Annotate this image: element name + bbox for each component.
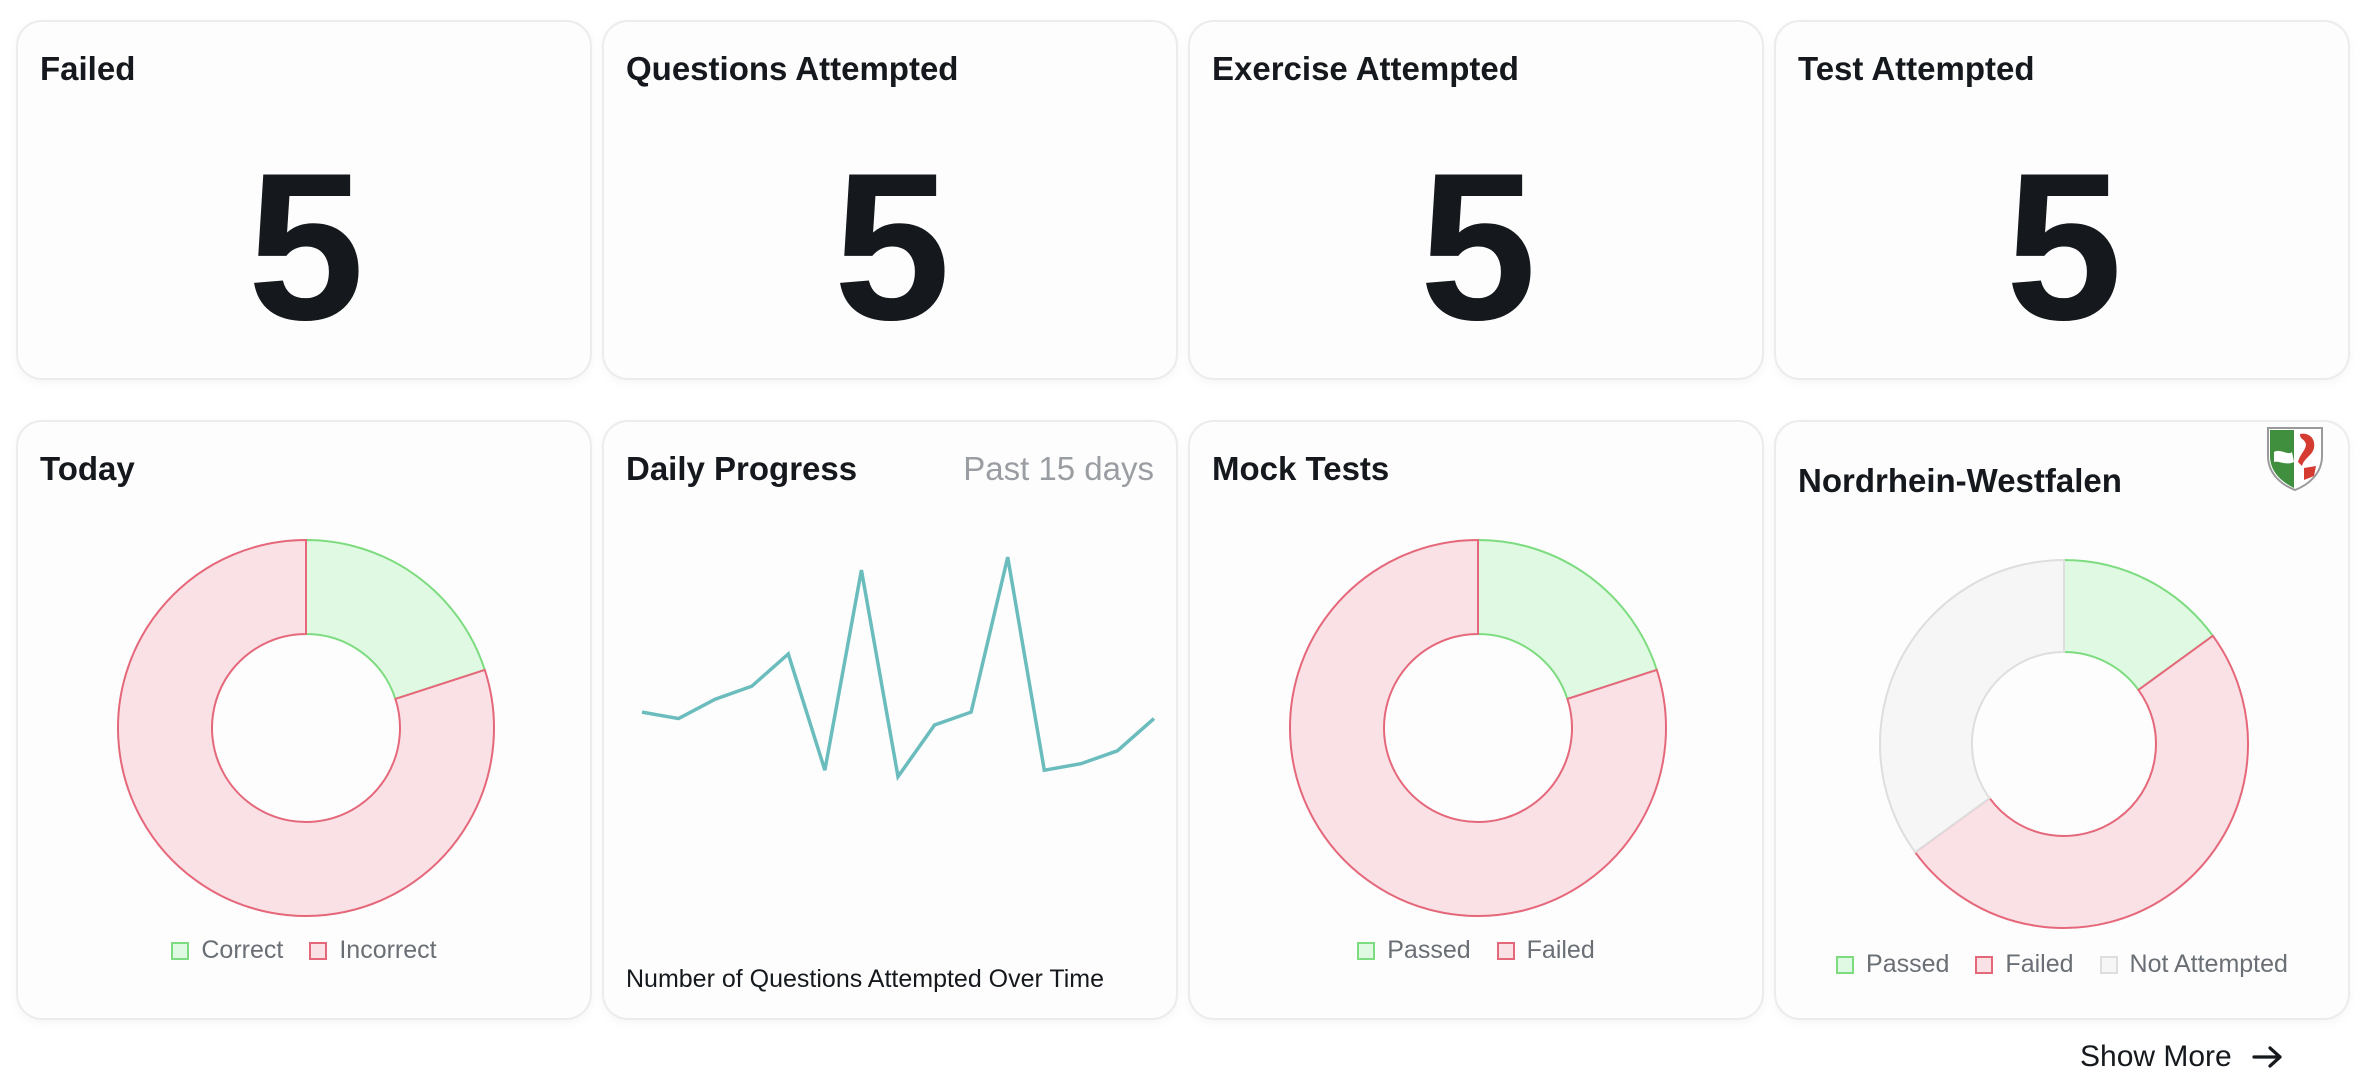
legend-swatch-passed (1357, 941, 1376, 960)
stat-card-questions-attempted: Questions Attempted 5 (602, 20, 1178, 380)
legend-item-incorrect[interactable]: Incorrect (309, 936, 437, 965)
stat-card-value: 5 (833, 129, 951, 364)
data-point-1[interactable] (636, 706, 648, 718)
donut-slice-failed[interactable] (1913, 634, 2249, 929)
legend-swatch-failed (1496, 941, 1515, 960)
legend-swatch-passed (1836, 955, 1855, 974)
legend-item-failed[interactable]: Failed (1975, 950, 2074, 979)
state-coat-of-arms-icon (2267, 427, 2323, 492)
donut-slice-not-attempted[interactable] (1879, 558, 2065, 854)
data-point-10[interactable] (965, 706, 977, 718)
today-donut-chart (117, 538, 495, 917)
legend-label: Failed (1526, 936, 1595, 964)
stat-card-value: 5 (2005, 129, 2123, 364)
data-point-7[interactable] (855, 564, 867, 576)
data-point-6[interactable] (819, 764, 831, 776)
show-more-label: Show More (2080, 1040, 2232, 1073)
data-point-11[interactable] (1002, 551, 1014, 563)
donut-slice-passed[interactable] (1477, 538, 1659, 701)
today-legend: Correct Incorrect (18, 936, 590, 965)
today-card: Today Correct Incorrect (16, 420, 592, 1020)
card-title: Today (40, 450, 135, 487)
donut-slice-passed[interactable] (2063, 558, 2215, 692)
donut-slice-failed[interactable] (1289, 538, 1667, 917)
card-title: Daily Progress (626, 450, 858, 487)
stat-card-title: Questions Attempted (626, 50, 959, 87)
show-more-link[interactable]: Show More (2080, 1040, 2284, 1074)
chart-caption: Number of Questions Attempted Over Time (626, 965, 1104, 993)
legend-item-passed[interactable]: Passed (1357, 936, 1471, 965)
stat-card-test-attempted: Test Attempted 5 (1774, 20, 2350, 380)
arrow-right-icon (2252, 1046, 2282, 1068)
legend-swatch-not-attempted (2099, 955, 2118, 974)
data-point-15[interactable] (1148, 713, 1160, 725)
state-legend: Passed Failed Not Attempted (1776, 950, 2348, 979)
mock-tests-legend: Passed Failed (1190, 936, 1762, 965)
data-point-5[interactable] (782, 648, 794, 660)
stat-card-title: Failed (40, 50, 136, 87)
mock-tests-card: Mock Tests Passed Failed (1188, 420, 1764, 1020)
legend-item-not-attempted[interactable]: Not Attempted (2099, 950, 2288, 979)
legend-label: Failed (2005, 950, 2074, 978)
data-point-8[interactable] (892, 771, 904, 783)
legend-swatch-failed (1975, 955, 1994, 974)
legend-item-passed[interactable]: Passed (1836, 950, 1949, 979)
legend-label: Passed (1866, 950, 1950, 978)
legend-swatch-correct (171, 941, 190, 960)
legend-item-correct[interactable]: Correct (171, 936, 283, 965)
daily-progress-card: Daily Progress Past 15 days Number of Qu… (602, 420, 1178, 1020)
state-donut-chart (1879, 558, 2249, 929)
stat-card-failed: Failed 5 (16, 20, 592, 380)
series-line (641, 556, 1156, 782)
stat-card-value: 5 (247, 129, 365, 364)
state-card: Nordrhein-Westfalen Passed Failed Not At… (1774, 420, 2350, 1020)
legend-label: Passed (1387, 936, 1471, 964)
data-point-2[interactable] (673, 713, 685, 725)
legend-swatch-incorrect (309, 941, 328, 960)
legend-item-failed[interactable]: Failed (1496, 936, 1595, 965)
data-point-12[interactable] (1038, 764, 1050, 776)
range-label: Past 15 days (963, 450, 1154, 487)
legend-label: Not Attempted (2129, 950, 2288, 978)
data-point-3[interactable] (709, 693, 721, 705)
legend-label: Correct (201, 936, 284, 964)
mock-tests-donut-chart (1289, 538, 1667, 917)
data-point-13[interactable] (1075, 758, 1087, 770)
data-point-14[interactable] (1111, 745, 1123, 757)
card-title: Nordrhein-Westfalen (1798, 462, 2122, 499)
daily-progress-line-chart (636, 551, 1160, 783)
stat-card-exercise-attempted: Exercise Attempted 5 (1188, 20, 1764, 380)
donut-slice-incorrect[interactable] (117, 538, 495, 917)
stat-card-value: 5 (1419, 129, 1537, 364)
stat-card-title: Test Attempted (1798, 50, 2035, 87)
data-point-4[interactable] (746, 680, 758, 692)
data-point-9[interactable] (929, 719, 941, 731)
stat-card-title: Exercise Attempted (1212, 50, 1519, 87)
legend-label: Incorrect (339, 936, 437, 964)
donut-slice-correct[interactable] (305, 538, 487, 701)
card-title: Mock Tests (1212, 450, 1390, 487)
